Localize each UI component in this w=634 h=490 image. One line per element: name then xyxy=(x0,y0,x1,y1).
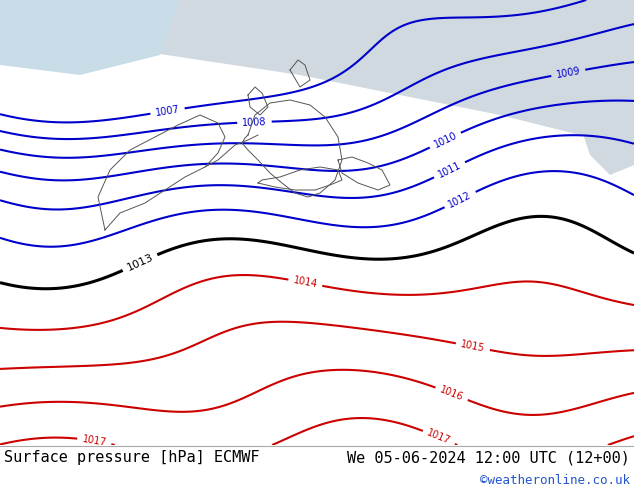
Polygon shape xyxy=(0,0,634,135)
Text: 1011: 1011 xyxy=(436,160,463,180)
Text: 1012: 1012 xyxy=(447,190,474,210)
Text: 1015: 1015 xyxy=(460,340,486,354)
Text: 1007: 1007 xyxy=(155,104,181,118)
Text: 1009: 1009 xyxy=(555,66,581,80)
Text: 1017: 1017 xyxy=(425,428,452,447)
Text: ©weatheronline.co.uk: ©weatheronline.co.uk xyxy=(480,474,630,487)
Text: 1017: 1017 xyxy=(81,434,107,448)
Text: 1014: 1014 xyxy=(292,275,318,290)
Text: We 05-06-2024 12:00 UTC (12+00): We 05-06-2024 12:00 UTC (12+00) xyxy=(347,450,630,465)
Text: 1013: 1013 xyxy=(125,252,155,273)
Polygon shape xyxy=(0,0,180,75)
Text: Surface pressure [hPa] ECMWF: Surface pressure [hPa] ECMWF xyxy=(4,450,259,465)
Text: 1016: 1016 xyxy=(439,385,465,403)
Text: 1008: 1008 xyxy=(242,117,267,127)
Text: 1010: 1010 xyxy=(432,130,458,150)
Polygon shape xyxy=(580,0,634,175)
